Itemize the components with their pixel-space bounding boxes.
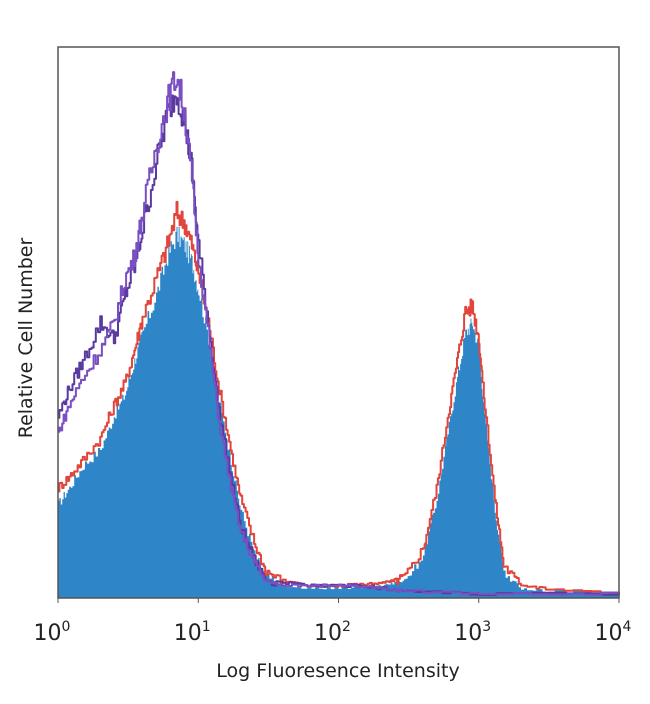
series-layer bbox=[58, 71, 620, 599]
x-tick-label: 102 bbox=[314, 619, 351, 646]
x-axis-title: Log Fluoresence Intensity bbox=[216, 660, 459, 682]
x-tick-layer: 100 101 102 103 104 bbox=[34, 598, 632, 646]
histogram-line-series-1 bbox=[58, 200, 620, 596]
y-axis-title: Relative Cell Number bbox=[15, 238, 37, 439]
filled-histogram-series bbox=[58, 226, 619, 599]
x-tick-label: 104 bbox=[595, 619, 632, 646]
x-tick-label: 100 bbox=[34, 619, 71, 646]
x-tick-label: 103 bbox=[454, 619, 491, 646]
x-tick-label: 101 bbox=[174, 619, 211, 646]
histogram-line-series-3 bbox=[58, 71, 620, 596]
